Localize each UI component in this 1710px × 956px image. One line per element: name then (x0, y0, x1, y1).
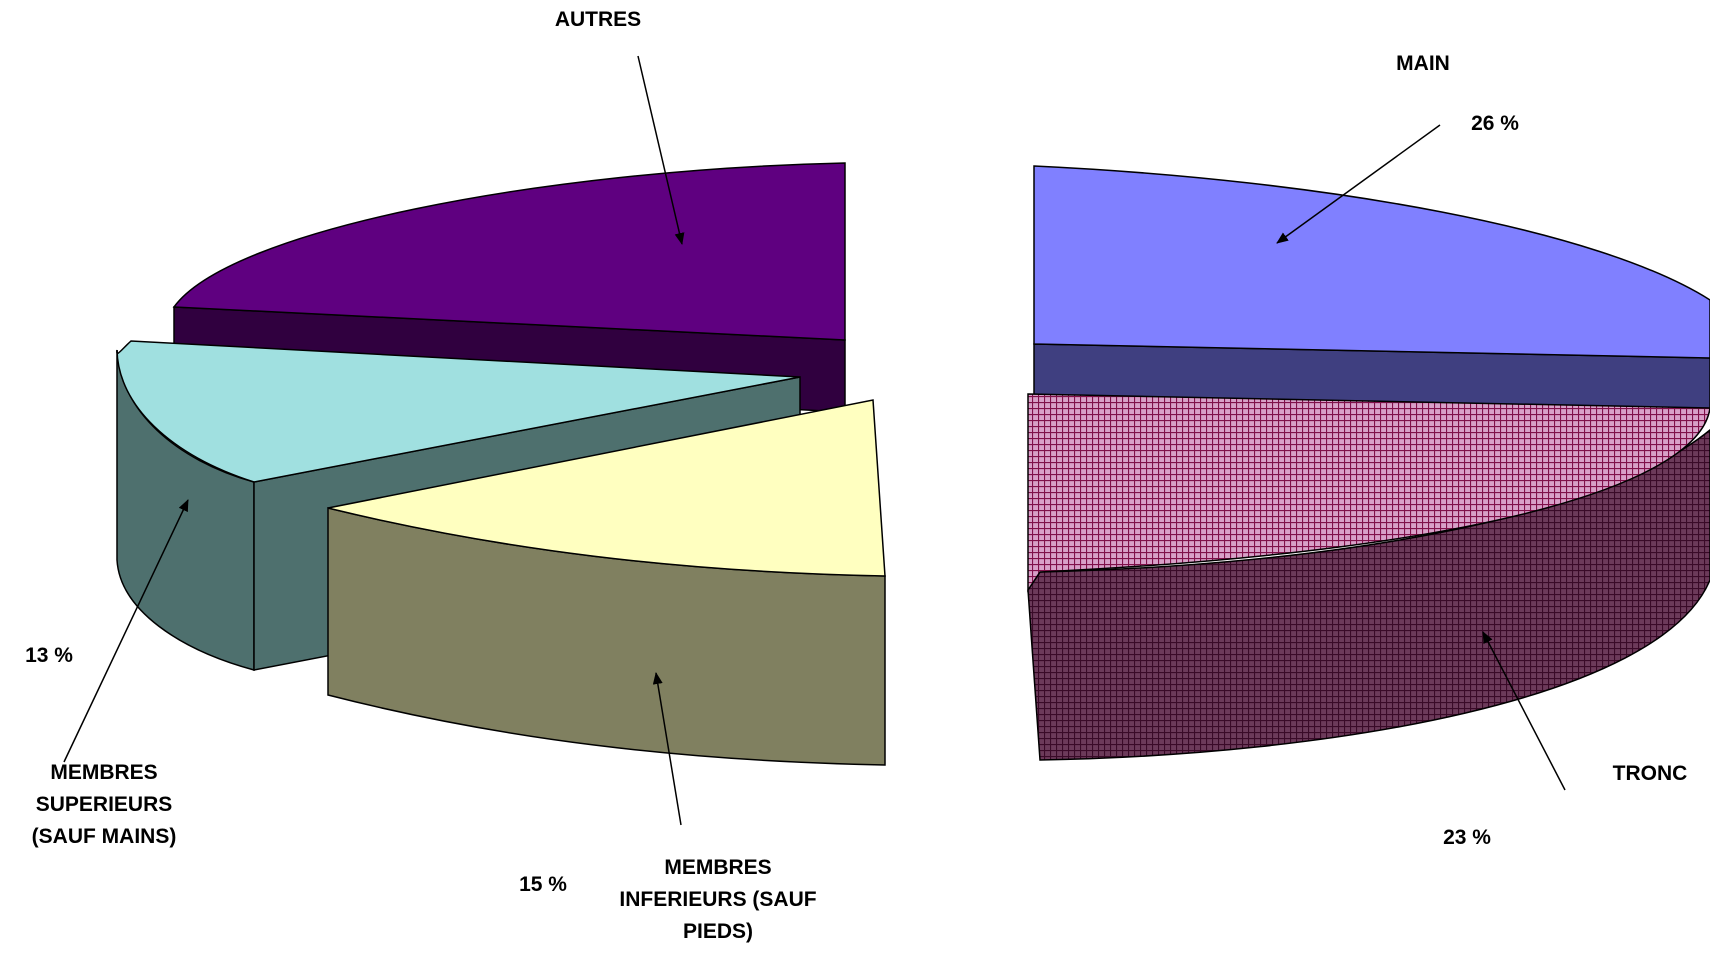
leader-line-membres-inferieurs (652, 672, 682, 826)
leader-line-membres-superieurs (63, 499, 189, 763)
label-membres-superieurs-percent: 13 % (25, 644, 73, 667)
label-main-percent: 26 % (1471, 112, 1519, 135)
leader-line-tronc (1482, 631, 1566, 791)
label-tronc-percent: 23 % (1443, 826, 1491, 849)
slice-main-top (1033, 165, 1710, 359)
label-membres-inferieurs: MEMBRES INFERIEURS (SAUF PIEDS) (619, 856, 817, 943)
slice-tronc-top (1027, 393, 1710, 593)
slice-autres-top (172, 162, 846, 341)
slice-membres-superieurs-top (116, 340, 801, 483)
label-autres: AUTRES (554, 8, 642, 31)
slice-tronc (1027, 393, 1710, 761)
label-membres-superieurs: MEMBRES SUPERIEURS (SAUF MAINS) (31, 761, 177, 848)
slice-membres-inferieurs (327, 399, 886, 766)
slice-membres-inferieurs-top (327, 399, 886, 577)
label-membres-inferieurs-percent: 15 % (519, 873, 567, 896)
leader-line-main (1276, 124, 1441, 244)
label-tronc: TRONC (1612, 762, 1688, 785)
slice-main (1033, 165, 1710, 413)
label-main: MAIN (1396, 52, 1450, 75)
leader-line-autres (637, 55, 685, 245)
